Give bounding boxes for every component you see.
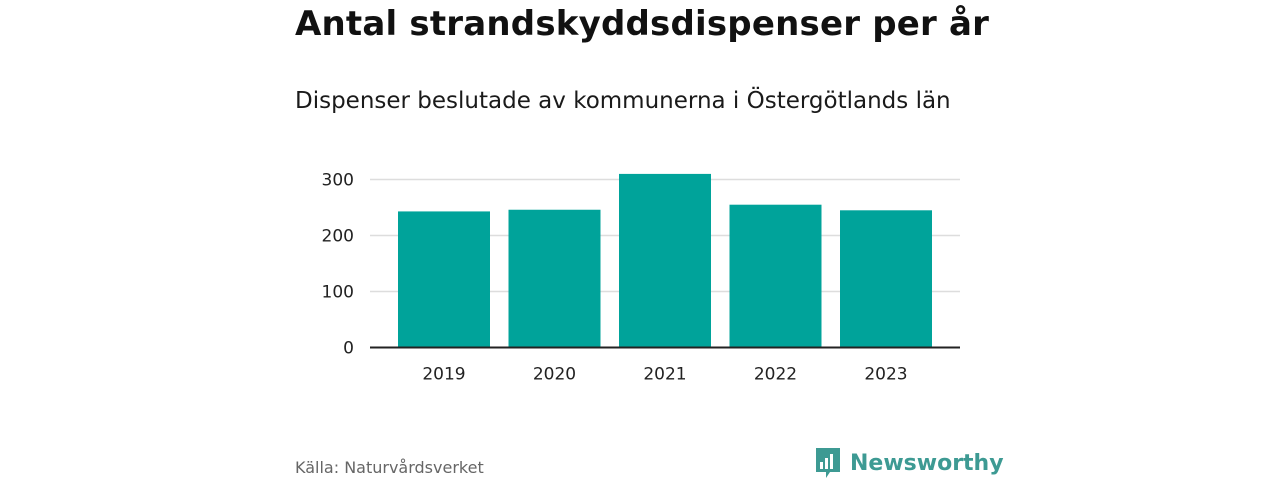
bar-chart-speech-bubble-icon [816,448,840,478]
bar-2021 [619,173,711,348]
bar-2019 [398,211,490,348]
y-tick-label: 200 [322,227,354,247]
bar-2022 [729,204,822,348]
x-tick-label: 2023 [864,365,907,385]
y-tick-label: 100 [322,283,354,303]
brand-name: Newsworthy [850,450,1004,476]
chart-title: Antal strandskyddsdispenser per år [295,4,990,44]
bar-2020 [508,209,601,348]
y-tick-label: 300 [322,171,354,191]
x-tick-label: 2019 [422,365,465,385]
bars [398,173,932,348]
brand-logo: Newsworthy [814,446,1004,480]
x-tick-labels: 2019 2020 2021 2022 2023 [422,365,907,385]
y-tick-label: 0 [343,339,354,359]
x-tick-label: 2022 [754,365,797,385]
y-tick-labels: 0 100 200 300 [322,171,354,359]
source-note: Källa: Naturvårdsverket [295,458,484,477]
bar-2023 [840,210,932,348]
x-tick-label: 2020 [533,365,576,385]
bar-chart: 0 100 200 300 2019 2020 2021 2022 2023 [322,171,960,385]
chart-subtitle: Dispenser beslutade av kommunerna i Öste… [295,88,951,114]
x-tick-label: 2021 [643,365,686,385]
